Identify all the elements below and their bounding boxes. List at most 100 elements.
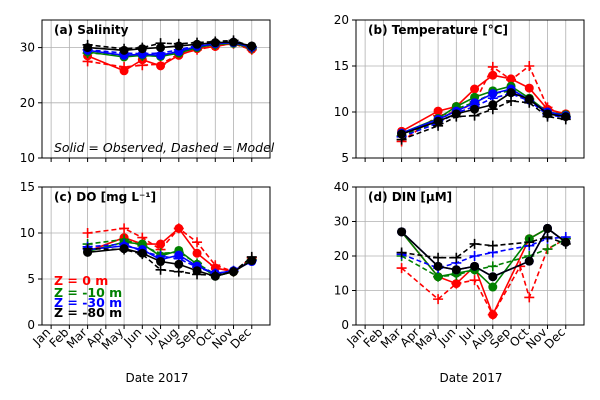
do-model-point (192, 237, 203, 248)
din-y-tick-label: 40 (334, 180, 349, 194)
din-model-point (396, 263, 407, 274)
temperature-y-tick-label: 20 (334, 13, 349, 27)
temperature-observed-point (470, 84, 480, 94)
salinity-y-tick-label: 20 (20, 96, 35, 110)
din-y-tick-label: 0 (341, 318, 349, 332)
salinity-observed-point (247, 41, 257, 51)
do-panel-title: (c) DO [mg L⁻¹] (54, 190, 156, 204)
do-model-point (119, 223, 130, 234)
din-x-tick-label: Dec (542, 325, 568, 351)
salinity-observed-point (119, 45, 129, 55)
do-observed-point (247, 256, 257, 266)
din-y-tick-label: 10 (334, 284, 349, 298)
salinity-panel: 10 20 30 (a) Salinity (20, 19, 271, 165)
temperature-series-0 (396, 61, 571, 147)
temperature-observed-point (506, 74, 516, 84)
temperature-y-tick-label: 5 (341, 151, 349, 165)
din-model-point (487, 261, 498, 272)
din-y-tick-label: 20 (334, 249, 349, 263)
do-y-tick-label: 15 (20, 180, 35, 194)
temperature-observed-point (506, 88, 516, 98)
temperature-observed-point (433, 116, 443, 126)
do-x-tick-label: Dec (228, 325, 254, 351)
salinity-axes-frame (41, 19, 271, 159)
do-observed-point (192, 266, 202, 276)
legend-label-80m: Z = -80 m (54, 305, 122, 320)
salinity-series-3 (82, 35, 257, 55)
do-panel: 051015JanFebMarAprMayJunJulAugSepOctNovD… (20, 180, 271, 353)
salinity-observed-point (83, 43, 93, 53)
din-model-line (401, 236, 567, 259)
din-observed-point (561, 237, 571, 247)
x-axis-label-c: Date 2017 (125, 371, 188, 385)
temperature-observed-point (433, 106, 443, 116)
do-observed-point (192, 248, 202, 258)
din-observed-point (451, 265, 461, 275)
din-observed-point (433, 272, 443, 282)
do-y-tick-label: 5 (27, 272, 35, 286)
temperature-panel: 5 10 15 20 (b) Temperature [°C] (334, 13, 585, 165)
temperature-observed-point (451, 109, 461, 119)
salinity-observed-point (192, 39, 202, 49)
x-axis-label-d: Date 2017 (439, 371, 502, 385)
salinity-y-tick-label: 30 (20, 41, 35, 55)
din-observed-point (433, 261, 443, 271)
do-observed-point (156, 257, 166, 267)
din-model-point (524, 292, 535, 303)
din-model-point (469, 238, 480, 249)
din-observed-point (397, 227, 407, 237)
temperature-observed-point (397, 129, 407, 139)
temperature-model-point (487, 61, 498, 72)
do-observed-point (174, 259, 184, 269)
do-axes-frame (41, 186, 271, 326)
do-observed-point (174, 250, 184, 260)
do-observed-point (174, 223, 184, 233)
legend-label-10m: Z = -10 m (54, 285, 122, 300)
din-model-point (542, 232, 553, 243)
salinity-observed-point (174, 41, 184, 51)
din-panel: 010203040JanFebMarAprMayJunJulAugSepOctN… (334, 180, 585, 353)
din-model-point (542, 244, 553, 255)
din-observed-point (488, 310, 498, 320)
temperature-observed-point (561, 112, 571, 122)
din-panel-title: (d) DIN [μM] (368, 190, 452, 204)
din-model-point (524, 237, 535, 248)
din-model-point (487, 240, 498, 251)
do-observed-point (210, 271, 220, 281)
temperature-axes-frame (355, 19, 585, 159)
temperature-model-point (506, 95, 517, 106)
temperature-observed-point (524, 83, 534, 93)
temperature-grid (356, 19, 584, 159)
din-model-point (469, 275, 480, 286)
legend-label-0m: Z = 0 m (54, 273, 108, 288)
temperature-model-point (524, 61, 535, 71)
do-y-tick-label: 0 (27, 318, 35, 332)
din-observed-point (470, 261, 480, 271)
din-observed-point (524, 256, 534, 266)
do-observed-point (137, 248, 147, 258)
do-observed-point (119, 244, 129, 254)
din-model-point (469, 251, 480, 261)
din-model-point (433, 294, 444, 305)
temperature-observed-point (543, 109, 553, 119)
do-y-tick-label: 10 (20, 226, 35, 240)
legend-label-30m: Z = -30 m (54, 295, 122, 310)
din-y-tick-label: 30 (334, 215, 349, 229)
din-observed-point (488, 282, 498, 292)
temperature-series-3 (396, 88, 571, 145)
temperature-panel-title: (b) Temperature [°C] (368, 23, 508, 37)
salinity-observed-point (156, 50, 166, 60)
temperature-observed-point (488, 89, 498, 99)
do-observed-point (229, 267, 239, 277)
salinity-observed-point (156, 61, 166, 71)
observed-model-note: Solid = Observed, Dashed = Model (54, 140, 275, 155)
temperature-y-tick-label: 15 (334, 59, 349, 73)
salinity-observed-point (229, 37, 239, 47)
din-series-3 (396, 223, 571, 282)
din-model-point (451, 252, 462, 263)
salinity-observed-point (119, 66, 129, 76)
temperature-observed-point (488, 100, 498, 110)
din-observed-point (451, 279, 461, 289)
temperature-observed-point (524, 94, 534, 104)
din-observed-point (488, 272, 498, 282)
